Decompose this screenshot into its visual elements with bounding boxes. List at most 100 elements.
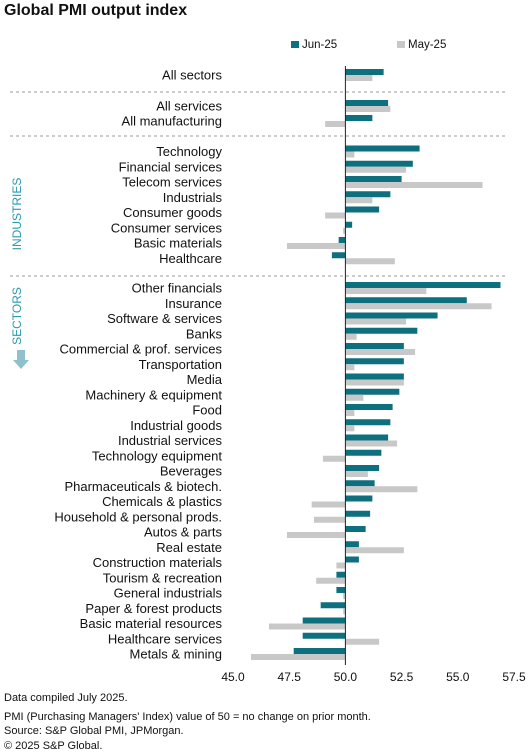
row-label-autos-parts: Autos & parts — [144, 525, 223, 540]
bar-may-general-industrials — [343, 593, 346, 599]
bar-may-metals-mining — [250, 654, 346, 660]
footnote-pmi-definition: PMI (Purchasing Managers' Index) value o… — [4, 711, 371, 723]
row-label-paper-forest-products: Paper & forest products — [85, 601, 222, 616]
row-label-all-manufacturing: All manufacturing — [122, 114, 222, 129]
bar-jun-technology — [345, 145, 420, 152]
bar-jun-machinery-equipment — [345, 388, 400, 395]
row-label-construction-materials: Construction materials — [93, 555, 223, 570]
group-label-industries: INDUSTRIES — [10, 178, 24, 251]
bar-may-food — [345, 410, 355, 416]
footnote-copyright: © 2025 S&P Global. — [4, 740, 103, 752]
bar-jun-metals-mining — [293, 648, 346, 654]
bar-jun-insurance — [345, 297, 467, 304]
row-label-healthcare: Healthcare — [159, 251, 222, 266]
row-label-commercial-prof-services: Commercial & prof. services — [59, 342, 222, 357]
legend-swatch-may — [397, 41, 405, 48]
bar-jun-consumer-goods — [345, 206, 380, 213]
row-label-industrial-services: Industrial services — [118, 433, 223, 448]
bar-may-telecom-services — [345, 182, 483, 188]
bar-may-banks — [345, 333, 357, 340]
bar-may-paper-forest-products — [343, 608, 346, 615]
row-label-industrials: Industrials — [163, 190, 223, 205]
row-label-real-estate: Real estate — [156, 540, 222, 555]
bar-jun-all-manufacturing — [345, 115, 373, 121]
footnote-source: Source: S&P Global PMI, JPMorgan. — [4, 725, 184, 737]
bar-may-software-services — [345, 318, 407, 325]
bar-jun-basic-material-resources — [302, 617, 346, 624]
row-label-other-financials: Other financials — [132, 281, 223, 296]
bar-may-pharmaceuticals-biotech — [345, 486, 418, 493]
bar-jun-consumer-services — [345, 221, 353, 228]
group-label-sectors: SECTORS — [10, 287, 24, 345]
bar-jun-telecom-services — [345, 176, 402, 182]
bar-may-media — [345, 379, 404, 386]
row-label-basic-material-resources: Basic material resources — [80, 616, 223, 631]
bar-may-technology-equipment — [322, 455, 346, 462]
bar-may-household-personal-prods — [313, 516, 346, 523]
bar-may-industrial-goods — [345, 425, 355, 432]
legend-label-jun: Jun-25 — [302, 39, 337, 51]
bar-may-basic-material-resources — [268, 623, 346, 630]
chart-title: Global PMI output index — [4, 2, 188, 19]
x-tick-label-1: 47.5 — [278, 670, 302, 684]
row-label-chemicals-plastics: Chemicals & plastics — [102, 494, 222, 509]
bar-jun-healthcare — [331, 252, 346, 259]
row-label-media: Media — [187, 372, 223, 387]
x-tick-label-2: 50.0 — [334, 670, 358, 684]
bar-may-industrial-services — [345, 440, 398, 447]
bar-jun-pharmaceuticals-biotech — [345, 480, 375, 487]
bar-jun-banks — [345, 327, 418, 334]
bar-jun-beverages — [345, 465, 380, 471]
bar-may-all-sectors — [345, 75, 373, 81]
row-label-insurance: Insurance — [165, 296, 222, 311]
row-label-healthcare-services: Healthcare services — [108, 631, 223, 646]
bar-may-consumer-goods — [325, 212, 346, 219]
bar-jun-technology-equipment — [345, 449, 382, 456]
bar-may-industrials — [345, 197, 373, 204]
row-label-all-sectors: All sectors — [162, 68, 222, 83]
row-label-software-services: Software & services — [107, 311, 222, 326]
bar-may-healthcare — [345, 258, 395, 265]
row-label-tourism-recreation: Tourism & recreation — [103, 570, 222, 585]
row-label-pharmaceuticals-biotech: Pharmaceuticals & biotech. — [64, 479, 222, 494]
bar-jun-paper-forest-products — [320, 602, 346, 609]
bar-may-chemicals-plastics — [311, 501, 346, 508]
bar-may-all-manufacturing — [325, 121, 346, 127]
bar-jun-industrials — [345, 191, 391, 198]
bar-jun-tourism-recreation — [336, 571, 346, 578]
bar-jun-chemicals-plastics — [345, 495, 373, 502]
bar-may-insurance — [345, 303, 492, 310]
row-label-all-services: All services — [156, 99, 222, 114]
row-label-technology-equipment: Technology equipment — [92, 448, 222, 463]
bar-may-transportation — [345, 364, 355, 371]
bar-may-machinery-equipment — [345, 394, 364, 401]
row-label-machinery-equipment: Machinery & equipment — [85, 387, 222, 402]
bar-may-basic-materials — [286, 243, 346, 249]
bar-may-other-financials — [345, 288, 427, 294]
bar-may-beverages — [345, 471, 368, 477]
row-label-technology: Technology — [156, 144, 222, 159]
row-label-financial-services: Financial services — [119, 159, 223, 174]
row-label-general-industrials: General industrials — [114, 586, 223, 601]
footnote-data-compiled: Data compiled July 2025. — [4, 692, 128, 704]
bar-jun-industrial-services — [345, 434, 389, 441]
bar-jun-general-industrials — [336, 587, 346, 593]
bar-jun-transportation — [345, 358, 404, 365]
legend-swatch-jun — [291, 41, 299, 48]
sectors-arrow-head — [13, 360, 29, 369]
row-label-consumer-goods: Consumer goods — [123, 205, 222, 220]
row-label-telecom-services: Telecom services — [122, 175, 222, 190]
bar-jun-commercial-prof-services — [345, 343, 404, 349]
bar-jun-other-financials — [345, 282, 501, 288]
bar-jun-real-estate — [345, 541, 359, 548]
row-label-beverages: Beverages — [160, 464, 223, 479]
row-label-metals-mining: Metals & mining — [130, 647, 222, 662]
bar-may-autos-parts — [286, 532, 346, 538]
x-tick-label-3: 52.5 — [390, 670, 414, 684]
bar-jun-construction-materials — [345, 556, 359, 563]
row-label-banks: Banks — [186, 326, 223, 341]
bar-may-consumer-services — [343, 227, 346, 234]
x-tick-label-0: 45.0 — [221, 670, 245, 684]
bar-jun-healthcare-services — [302, 632, 346, 639]
